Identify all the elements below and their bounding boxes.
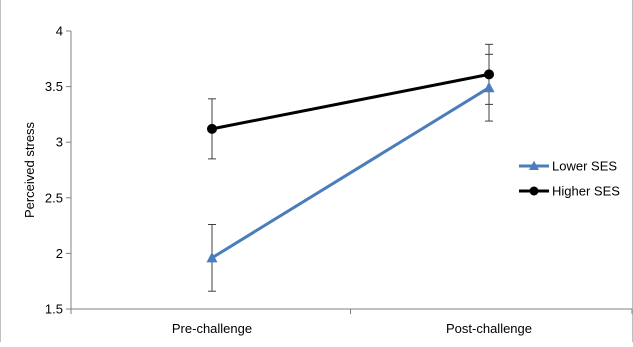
y-tick-label: 2 bbox=[56, 246, 63, 261]
y-tick-label: 3.5 bbox=[45, 79, 63, 94]
legend-entry: Lower SES bbox=[519, 159, 617, 174]
legend-swatch-marker bbox=[529, 186, 539, 196]
x-tick-label: Post-challenge bbox=[446, 321, 532, 336]
y-tick-label: 4 bbox=[56, 24, 63, 39]
series-line bbox=[211, 86, 490, 260]
series-lines bbox=[211, 72, 490, 260]
y-ticks: 1.5 2 2.5 3 3.5 4 bbox=[45, 24, 71, 317]
legend-label: Higher SES bbox=[552, 184, 620, 199]
y-axis-label: Perceived stress bbox=[22, 121, 37, 218]
data-point bbox=[206, 251, 218, 263]
data-point bbox=[484, 69, 494, 80]
legend-entry: Higher SES bbox=[519, 184, 620, 199]
legend-swatch-marker bbox=[529, 160, 539, 171]
legend: Lower SES Higher SES bbox=[519, 159, 620, 199]
data-point bbox=[483, 81, 495, 93]
series-line bbox=[211, 72, 490, 131]
x-ticks: Pre-challenge Post-challenge bbox=[70, 309, 633, 336]
y-tick-label: 2.5 bbox=[45, 190, 63, 205]
y-tick-label: 1.5 bbox=[45, 302, 63, 317]
y-tick-label: 3 bbox=[56, 135, 63, 150]
legend-label: Lower SES bbox=[552, 159, 617, 174]
data-point bbox=[207, 123, 217, 134]
axes bbox=[70, 31, 632, 310]
series-markers bbox=[206, 69, 495, 263]
x-tick-label: Pre-challenge bbox=[172, 321, 252, 336]
